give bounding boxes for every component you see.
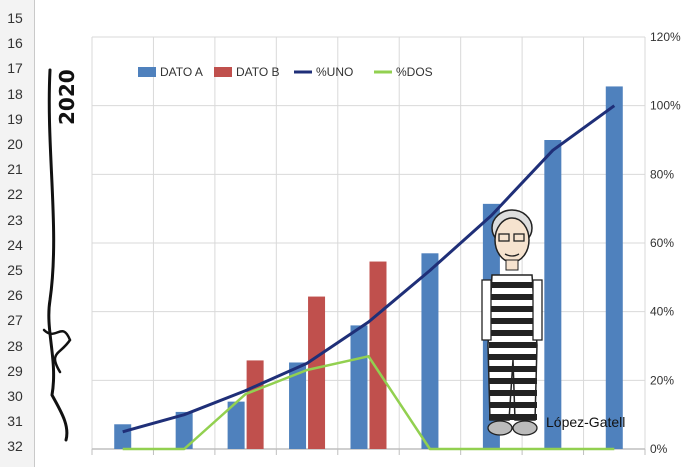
row-number[interactable]: 16	[7, 35, 23, 52]
figure-shoe-left	[487, 420, 513, 436]
figure-arm-left	[481, 279, 492, 341]
legend-swatch	[214, 67, 232, 77]
stripe	[489, 342, 537, 348]
right-axis-tick-label: 40%	[650, 305, 674, 319]
row-number[interactable]: 18	[7, 85, 23, 102]
legend: DATO A DATO B %UNO %DOS	[138, 65, 433, 79]
row-number[interactable]: 19	[7, 110, 23, 127]
legend-label: %UNO	[316, 65, 353, 79]
figure-glasses-left	[498, 233, 510, 242]
figure-shoe-right	[512, 420, 538, 436]
signature-flourish	[42, 328, 72, 374]
stripe	[489, 294, 537, 300]
stripe	[489, 318, 537, 324]
right-axis-tick-label: 80%	[650, 167, 674, 181]
stripe	[489, 378, 537, 384]
figure-neck	[505, 259, 519, 271]
stripe	[489, 414, 537, 420]
right-axis-tick-label: 20%	[650, 373, 674, 387]
stripe	[489, 306, 537, 312]
line-dos	[122, 355, 615, 451]
row-number[interactable]: 32	[7, 438, 23, 455]
figure-arm-right	[532, 279, 543, 341]
signature: 2020	[42, 68, 79, 442]
bar-dato-a	[289, 362, 307, 449]
right-axis: 0% 20% 40% 60% 80% 100% 120%	[650, 30, 681, 456]
legend-label: DATO B	[236, 65, 280, 79]
signature-stroke	[47, 68, 69, 442]
lines	[122, 104, 616, 451]
bar-dato-a	[114, 424, 132, 449]
row-number[interactable]: 24	[7, 236, 23, 253]
signature-year: 2020	[55, 69, 79, 125]
row-number[interactable]: 17	[7, 60, 23, 77]
row-number[interactable]: 29	[7, 362, 23, 379]
row-number[interactable]: 31	[7, 413, 23, 430]
row-number[interactable]: 26	[7, 287, 23, 304]
bar-dato-a	[350, 325, 368, 449]
row-number[interactable]: 15	[7, 10, 23, 26]
figure-glasses-right	[513, 233, 525, 242]
row-number[interactable]: 30	[7, 388, 23, 404]
gridlines	[91, 36, 646, 455]
bar-dato-a	[544, 140, 562, 449]
row-number[interactable]: 20	[7, 136, 23, 152]
legend-label: %DOS	[396, 65, 433, 79]
row-number[interactable]: 23	[7, 211, 23, 228]
bar-dato-a	[605, 86, 623, 449]
bar-dato-a	[175, 411, 193, 449]
bar-dato-a	[421, 253, 439, 449]
stripe	[489, 402, 537, 408]
bar-dato-b	[369, 261, 387, 449]
legend-swatch	[138, 67, 156, 77]
row-number[interactable]: 22	[7, 186, 23, 203]
prison-stripes	[489, 282, 537, 420]
row-number[interactable]: 21	[7, 161, 23, 178]
right-axis-tick-label: 100%	[650, 99, 681, 113]
stripe	[489, 354, 537, 360]
stripe	[489, 330, 537, 336]
stripe	[489, 390, 537, 396]
row-number[interactable]: 28	[7, 337, 23, 354]
figure-caption: López-Gatell	[546, 414, 625, 430]
bar-dato-b	[246, 360, 264, 449]
right-axis-tick-label: 60%	[650, 236, 674, 250]
right-axis-tick-label: 0%	[650, 442, 668, 456]
stripe	[489, 366, 537, 372]
line-uno	[122, 104, 616, 434]
bar-dato-b	[308, 296, 326, 449]
row-number[interactable]: 27	[7, 312, 23, 329]
legend-label: DATO A	[160, 65, 203, 79]
bar-dato-a	[227, 401, 245, 449]
figure-mouth	[504, 253, 520, 257]
spreadsheet-row-gutter	[0, 0, 35, 467]
row-number[interactable]: 25	[7, 262, 23, 278]
right-axis-tick-label: 120%	[650, 30, 681, 44]
cartoon-figure	[481, 209, 543, 436]
stripe	[489, 282, 537, 288]
bars	[114, 86, 623, 449]
